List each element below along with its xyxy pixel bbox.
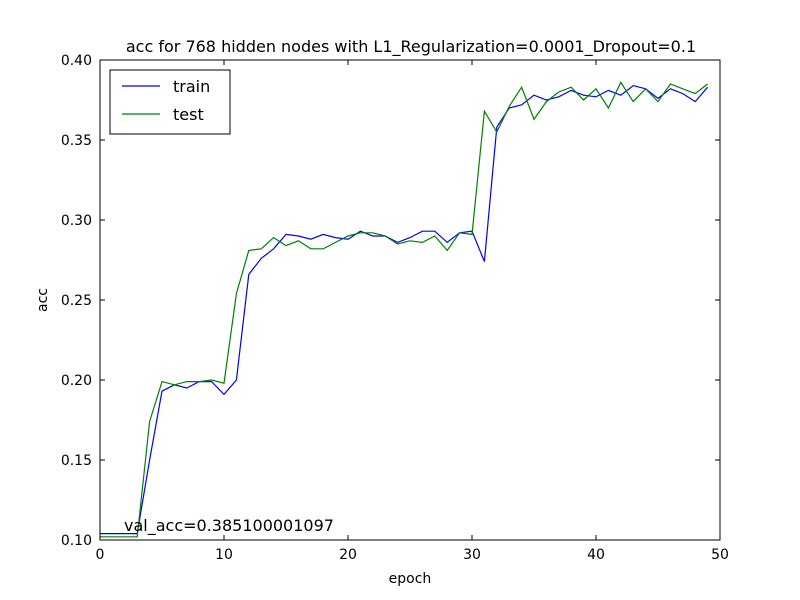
y-tick-label: 0.30 [61, 213, 92, 229]
plot-area: 0 10 20 30 40 500.100.150.200.250.300.350.40 … [61, 53, 729, 563]
y-tick-label: 0.10 [61, 533, 92, 549]
x-tick-label: 20 [339, 547, 357, 563]
x-tick-label: 30 [463, 547, 481, 563]
y-tick-label: 0.20 [61, 373, 92, 389]
y-tick-label: 0.40 [61, 53, 92, 69]
x-axis-label: epoch [389, 571, 432, 587]
x-tick-label: 50 [711, 547, 729, 563]
series-line-test [100, 81, 708, 538]
legend-label-test: test [173, 105, 204, 124]
y-axis-label: acc [35, 288, 51, 312]
legend-entries: train test [122, 77, 210, 124]
series-layer [100, 81, 709, 538]
tick-layer: 0 10 20 30 40 50 0.10 0.15 0.20 0.25 0.30 0.35 0.40 [61, 53, 729, 563]
y-tick-label: 0.35 [61, 133, 92, 149]
chart-title: acc for 768 hidden nodes with L1_Regular… [126, 37, 696, 57]
legend-box [109, 69, 231, 135]
legend-label-train: train [173, 77, 210, 96]
x-tick-label: 10 [215, 547, 233, 563]
val-acc-annotation: val_acc=0.385100001097 [124, 516, 334, 536]
y-tick-label: 0.25 [61, 293, 92, 309]
y-tick-label: 0.15 [61, 453, 92, 469]
legend: train test [109, 69, 231, 135]
x-tick-label: 40 [587, 547, 605, 563]
x-tick-label: 0 [96, 547, 105, 563]
